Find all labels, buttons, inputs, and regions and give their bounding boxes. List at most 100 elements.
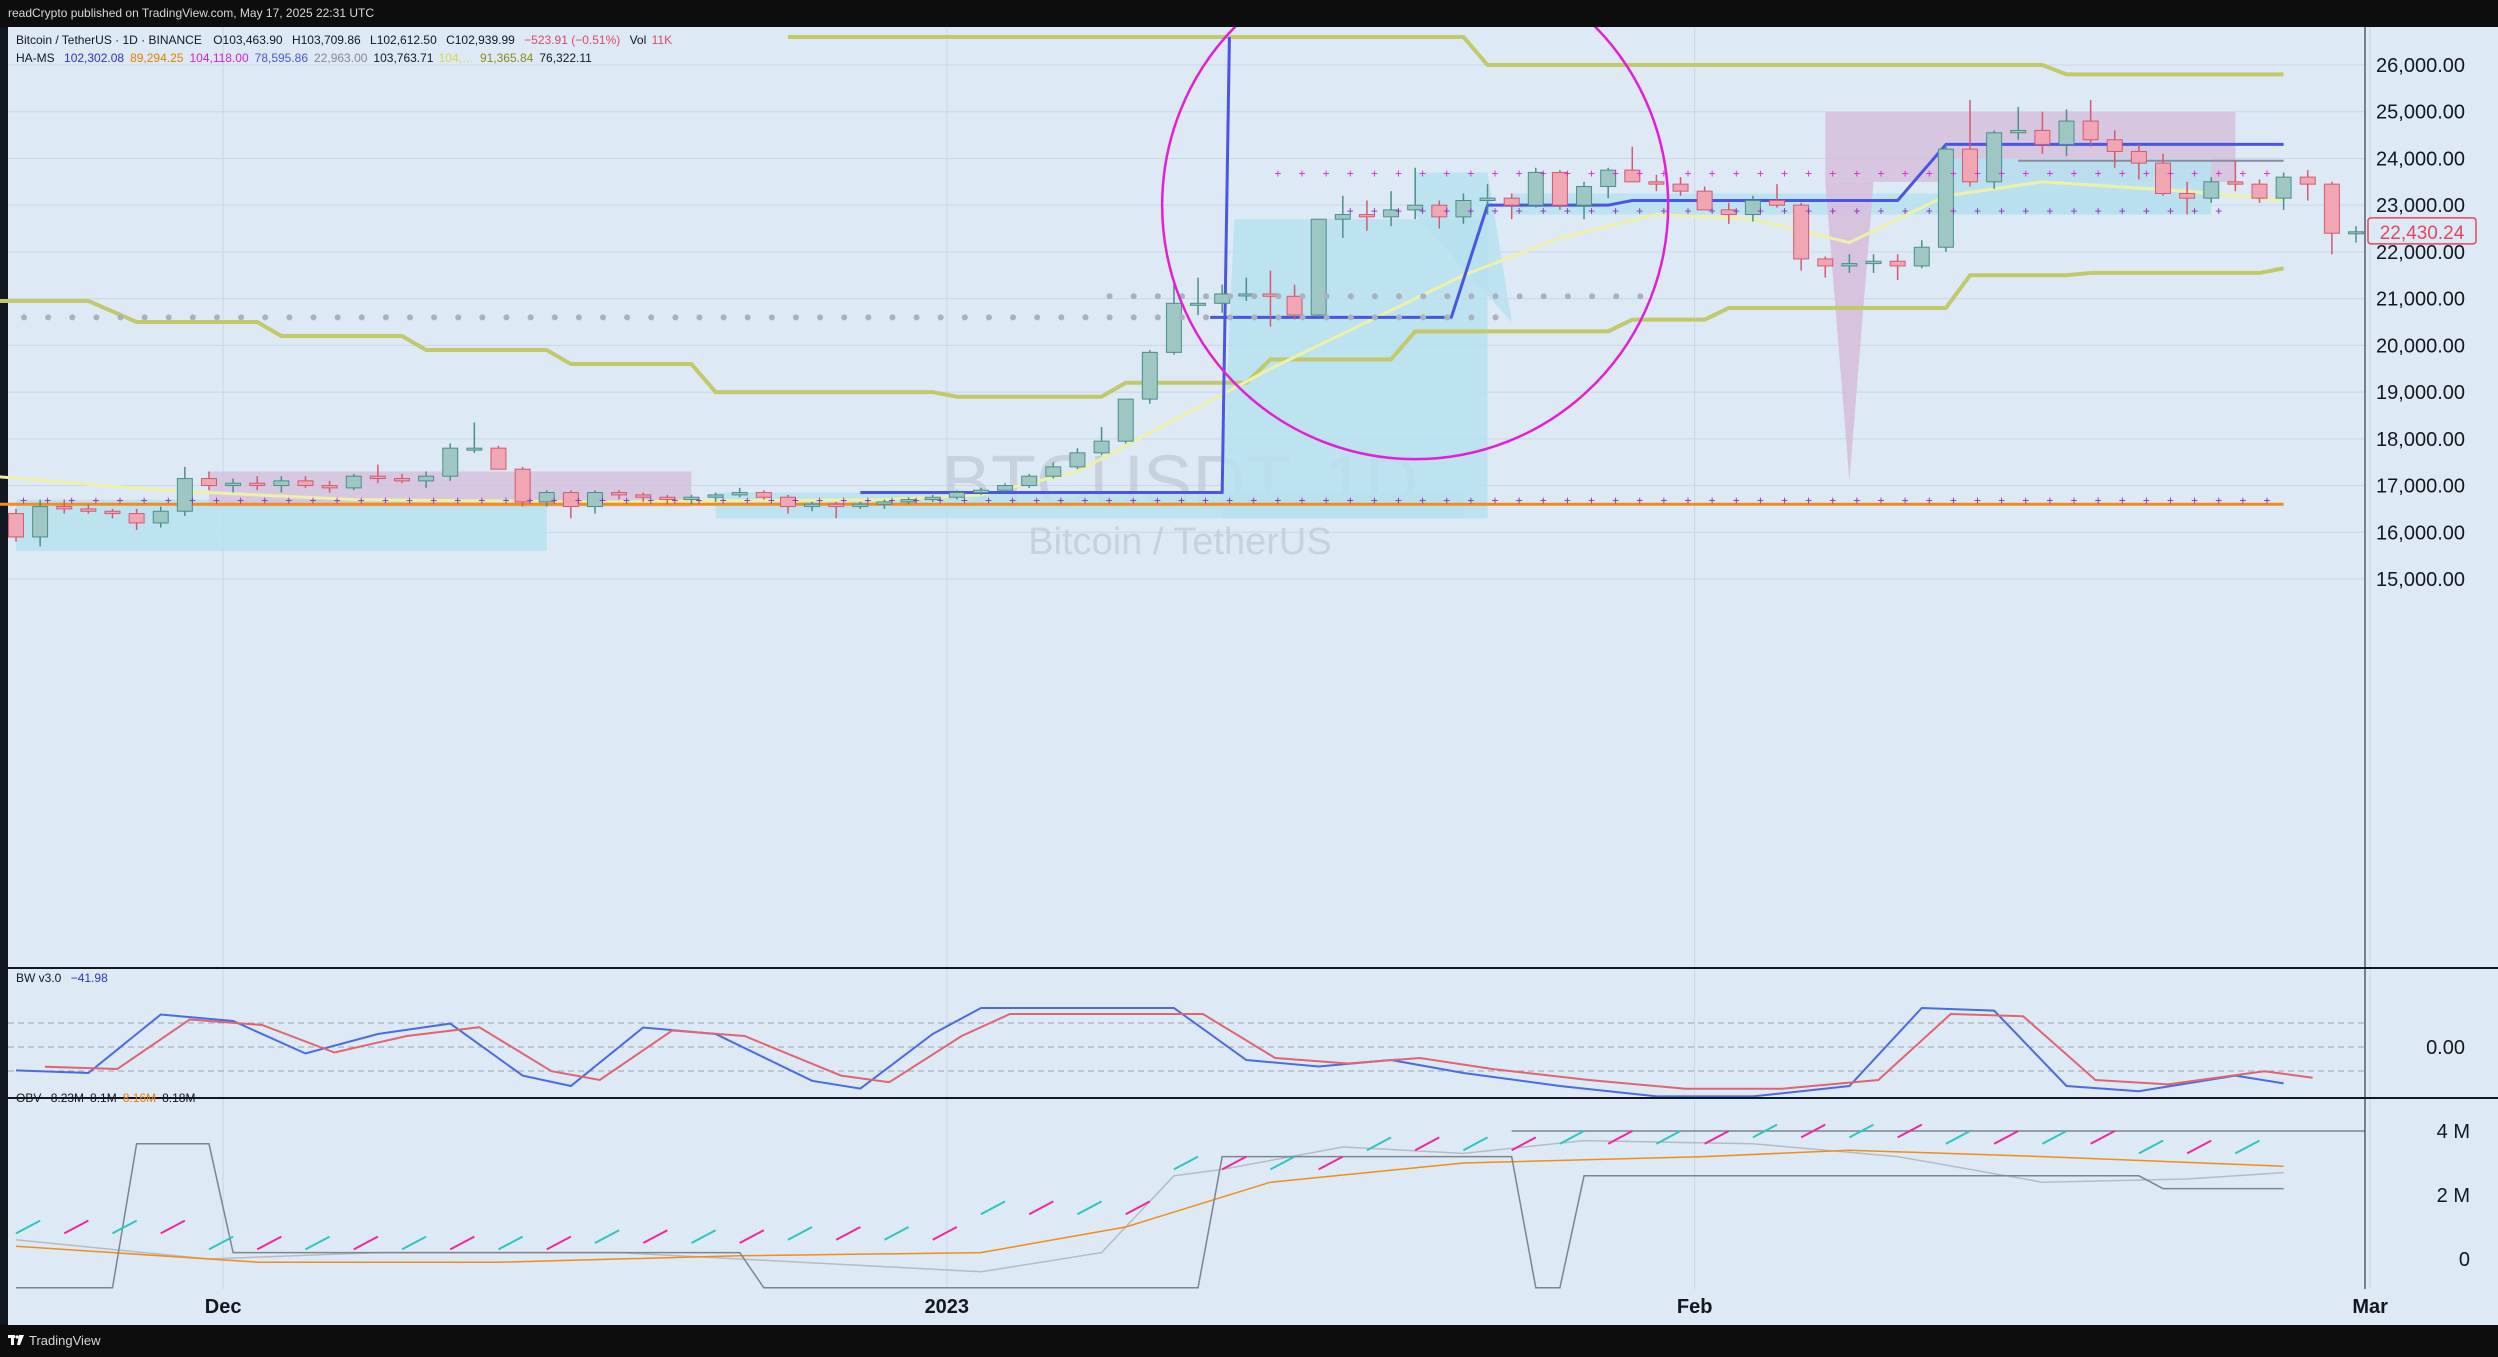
- candle-body: [1286, 295, 1303, 316]
- candle-body: [586, 492, 603, 508]
- plus-marker: +: [285, 494, 292, 508]
- candle-body: [779, 496, 796, 508]
- plus-marker: +: [1516, 204, 1523, 218]
- ohlc-low: L102,612.50: [370, 33, 437, 47]
- plus-marker: +: [2215, 494, 2222, 508]
- bw-legend[interactable]: BW v3.0 −41.98: [16, 971, 108, 985]
- bw-axis-label: 0.00: [2426, 1037, 2465, 1059]
- plus-marker: +: [1009, 494, 1016, 508]
- plus-marker: +: [1805, 204, 1812, 218]
- plus-marker: +: [1250, 494, 1257, 508]
- candle-body: [948, 492, 965, 498]
- symbol-legend[interactable]: Bitcoin / TetherUS · 1D · BINANCE O103,4…: [16, 33, 672, 65]
- candle-body: [852, 503, 869, 508]
- olive-resistance-line: [787, 34, 2284, 77]
- candle-body: [1913, 246, 1930, 267]
- plus-marker: +: [913, 494, 920, 508]
- plus-marker: +: [2215, 204, 2222, 218]
- plus-marker: +: [1419, 166, 1426, 180]
- plus-marker: +: [575, 494, 582, 508]
- plus-marker: +: [1709, 204, 1716, 218]
- plus-marker: +: [768, 494, 775, 508]
- dotted-level: [310, 314, 317, 321]
- candle-body: [659, 496, 676, 501]
- ohlc-change: −523.91 (−0.51%): [524, 33, 620, 47]
- dotted-level: [1227, 293, 1234, 300]
- plus-marker: +: [1926, 494, 1933, 508]
- candle-body: [635, 494, 652, 498]
- bw-name: BW v3.0: [16, 971, 62, 985]
- obv-zigzag: [353, 1235, 379, 1251]
- candle-body: [1503, 197, 1520, 206]
- candle-body: [2155, 162, 2171, 194]
- obv-zigzag: [1318, 1155, 1344, 1171]
- dotted-level: [768, 314, 775, 321]
- obv-zigzag: [546, 1235, 572, 1251]
- plus-marker: +: [792, 494, 799, 508]
- plus-marker: +: [2071, 166, 2078, 180]
- tradingview-logo[interactable]: TradingView: [8, 1333, 101, 1348]
- dotted-level: [165, 314, 172, 321]
- plus-marker: +: [1853, 494, 1860, 508]
- plus-marker: +: [1588, 494, 1595, 508]
- plus-marker: +: [816, 494, 823, 508]
- plus-marker: +: [1829, 494, 1836, 508]
- candle-body: [2034, 129, 2051, 145]
- obv-zigzag: [305, 1235, 331, 1251]
- plus-marker: +: [1371, 494, 1378, 508]
- obv-zigzag: [787, 1226, 813, 1241]
- dotted-level: [889, 314, 896, 321]
- dotted-level: [1299, 314, 1306, 321]
- plus-marker: +: [2046, 204, 2053, 218]
- dotted-level: [1420, 293, 1427, 300]
- dotted-level: [1323, 314, 1330, 321]
- obv-legend[interactable]: OBV 8.23M 8.1M 8.16M 8.18M: [16, 1091, 195, 1105]
- obv-zigzag: [1559, 1130, 1585, 1145]
- obv-axis-label: 4 M: [2437, 1121, 2470, 1143]
- obv-zigzag: [1221, 1155, 1247, 1171]
- hams-value: 76,322.11: [539, 51, 592, 65]
- plus-marker: +: [1709, 166, 1716, 180]
- plus-marker: +: [1347, 166, 1354, 180]
- bw-pane-bg: [8, 969, 2365, 1097]
- plus-marker: +: [2022, 204, 2029, 218]
- hams-value: 78,595.86: [255, 51, 309, 65]
- price-tick-label: 15,000.00: [2376, 569, 2465, 591]
- plus-marker: +: [1974, 494, 1981, 508]
- obv-zigzag: [63, 1219, 89, 1235]
- candle-body: [2203, 181, 2220, 199]
- plus-marker: +: [1492, 204, 1499, 218]
- candle-body: [2106, 139, 2123, 152]
- candle-body: [997, 485, 1014, 491]
- plus-marker: +: [647, 494, 654, 508]
- hams-value: 103,763.71: [373, 51, 433, 65]
- dotted-level: [985, 314, 992, 321]
- dotted-level: [1058, 314, 1065, 321]
- time-tick-label: Feb: [1677, 1296, 1713, 1318]
- plus-marker: +: [1950, 494, 1957, 508]
- dotted-level: [382, 314, 389, 321]
- chart-area[interactable]: BTCUSDT, 1D Bitcoin / TetherUS + + + + + + + + +…: [0, 0, 2498, 1325]
- plus-marker: +: [116, 494, 123, 508]
- plus-marker: +: [1467, 494, 1474, 508]
- time-axis-bg[interactable]: [8, 1289, 2365, 1325]
- dotted-level: [527, 314, 534, 321]
- plus-marker: +: [1902, 494, 1909, 508]
- candle-body: [2299, 176, 2316, 185]
- plus-marker: +: [1057, 494, 1064, 508]
- candle-body: [128, 513, 145, 524]
- plus-marker: +: [2095, 204, 2102, 218]
- plus-marker: +: [1660, 494, 1667, 508]
- plus-marker: +: [68, 494, 75, 508]
- time-tick-label: Mar: [2352, 1296, 2388, 1318]
- chart-svg[interactable]: BTCUSDT, 1D Bitcoin / TetherUS + + + + + + + + +…: [0, 0, 2498, 1325]
- plus-marker: +: [1323, 494, 1330, 508]
- plus-marker: +: [985, 494, 992, 508]
- dotted-level: [672, 314, 679, 321]
- dotted-level: [1347, 314, 1354, 321]
- candle-body: [1744, 200, 1761, 216]
- candle-body: [1600, 169, 1617, 187]
- plus-marker: +: [406, 494, 413, 508]
- dotted-level: [1130, 293, 1137, 300]
- obv-value: 8.18M: [162, 1091, 195, 1105]
